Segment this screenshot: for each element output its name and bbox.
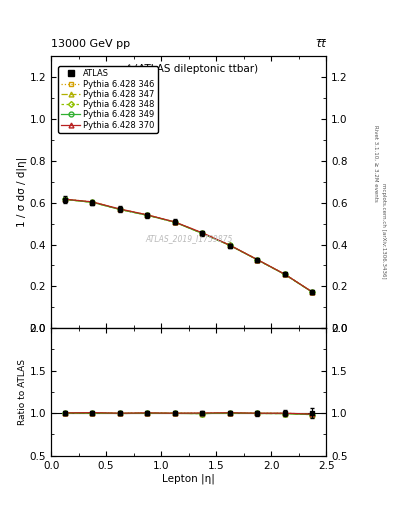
Y-axis label: 1 / σ dσ / d|η|: 1 / σ dσ / d|η| — [17, 157, 27, 227]
Text: ηℓ (ATLAS dileptonic ttbar): ηℓ (ATLAS dileptonic ttbar) — [119, 65, 258, 74]
Text: 13000 GeV pp: 13000 GeV pp — [51, 38, 130, 49]
Legend: ATLAS, Pythia 6.428 346, Pythia 6.428 347, Pythia 6.428 348, Pythia 6.428 349, P: ATLAS, Pythia 6.428 346, Pythia 6.428 34… — [58, 66, 158, 133]
Y-axis label: Ratio to ATLAS: Ratio to ATLAS — [18, 359, 27, 425]
X-axis label: Lepton |η|: Lepton |η| — [162, 473, 215, 484]
Text: Rivet 3.1.10, ≥ 3.2M events: Rivet 3.1.10, ≥ 3.2M events — [373, 125, 378, 202]
Text: t̅t̅: t̅t̅ — [318, 38, 326, 49]
Text: ATLAS_2019_I1759875: ATLAS_2019_I1759875 — [145, 234, 232, 243]
Text: mcplots.cern.ch [arXiv:1306.3436]: mcplots.cern.ch [arXiv:1306.3436] — [381, 183, 386, 278]
